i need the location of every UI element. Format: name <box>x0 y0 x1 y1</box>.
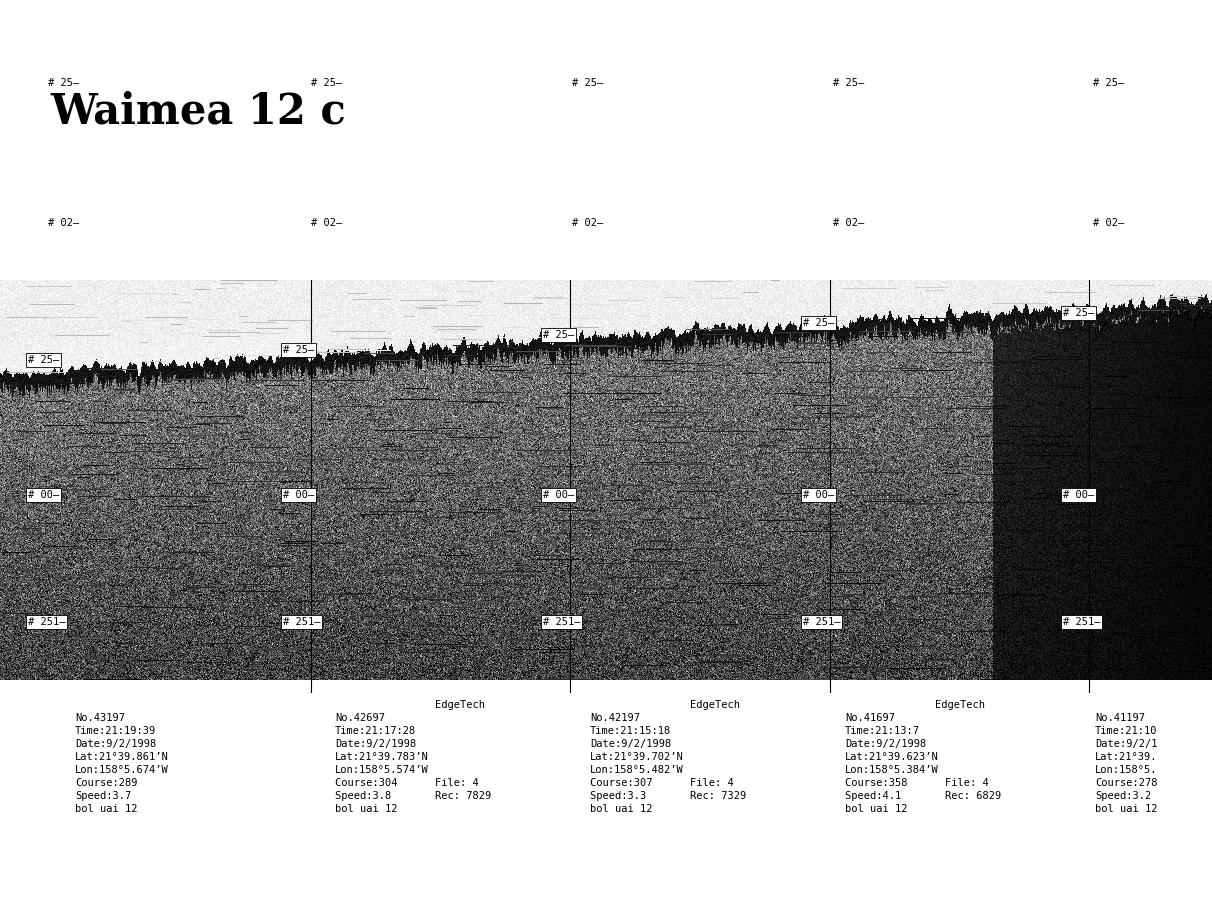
Text: Date:9/2/1: Date:9/2/1 <box>1094 739 1157 749</box>
Text: # 25—: # 25— <box>28 355 59 365</box>
Text: Lon:158°5.482’W: Lon:158°5.482’W <box>590 765 684 775</box>
Text: # 25—: # 25— <box>543 330 574 340</box>
Text: Lat:21°39.623’N: Lat:21°39.623’N <box>845 752 939 762</box>
Text: Time:21:13:7: Time:21:13:7 <box>845 726 920 736</box>
Text: # 00—: # 00— <box>804 490 834 500</box>
Text: # 251—: # 251— <box>282 617 320 627</box>
Text: # 25—: # 25— <box>1093 78 1125 88</box>
Text: # 25—: # 25— <box>833 78 864 88</box>
Text: Speed:3.7: Speed:3.7 <box>75 791 131 801</box>
Text: Lon:158°5.574’W: Lon:158°5.574’W <box>335 765 429 775</box>
Text: Time:21:10: Time:21:10 <box>1094 726 1157 736</box>
Text: # 02—: # 02— <box>833 218 864 228</box>
Text: # 02—: # 02— <box>1093 218 1125 228</box>
Text: # 251—: # 251— <box>543 617 581 627</box>
Text: EdgeTech: EdgeTech <box>435 700 485 710</box>
Text: No.43197: No.43197 <box>75 713 125 723</box>
Text: bol uai 12: bol uai 12 <box>75 804 137 814</box>
Text: Speed:3.3       Rec: 7329: Speed:3.3 Rec: 7329 <box>590 791 747 801</box>
Text: Lat:21°39.783’N: Lat:21°39.783’N <box>335 752 429 762</box>
Text: Date:9/2/1998: Date:9/2/1998 <box>335 739 416 749</box>
Text: Date:9/2/1998: Date:9/2/1998 <box>845 739 926 749</box>
Text: # 251—: # 251— <box>804 617 840 627</box>
Text: # 00—: # 00— <box>28 490 59 500</box>
Text: Speed:3.2: Speed:3.2 <box>1094 791 1151 801</box>
Text: # 02—: # 02— <box>48 218 80 228</box>
Text: Time:21:19:39: Time:21:19:39 <box>75 726 156 736</box>
Text: # 251—: # 251— <box>1063 617 1100 627</box>
Text: bol uai 12: bol uai 12 <box>845 804 908 814</box>
Text: # 00—: # 00— <box>282 490 314 500</box>
Text: # 00—: # 00— <box>543 490 574 500</box>
Text: # 25—: # 25— <box>311 78 343 88</box>
Text: Lat:21°39.702’N: Lat:21°39.702’N <box>590 752 684 762</box>
Text: Date:9/2/1998: Date:9/2/1998 <box>590 739 671 749</box>
Text: # 25—: # 25— <box>282 345 314 355</box>
Text: # 00—: # 00— <box>1063 490 1094 500</box>
Text: No.42697: No.42697 <box>335 713 385 723</box>
Text: Course:278: Course:278 <box>1094 778 1157 788</box>
Text: Date:9/2/1998: Date:9/2/1998 <box>75 739 156 749</box>
Text: # 02—: # 02— <box>572 218 604 228</box>
Text: # 25—: # 25— <box>804 318 834 328</box>
Text: # 25—: # 25— <box>48 78 80 88</box>
Text: No.41697: No.41697 <box>845 713 894 723</box>
Text: Speed:4.1       Rec: 6829: Speed:4.1 Rec: 6829 <box>845 791 1001 801</box>
Text: Waimea 12 c: Waimea 12 c <box>50 90 345 132</box>
Text: No.42197: No.42197 <box>590 713 640 723</box>
Text: Lon:158°5.384’W: Lon:158°5.384’W <box>845 765 939 775</box>
Text: bol uai 12: bol uai 12 <box>1094 804 1157 814</box>
Text: Course:358      File: 4: Course:358 File: 4 <box>845 778 989 788</box>
Text: bol uai 12: bol uai 12 <box>335 804 398 814</box>
Text: # 02—: # 02— <box>311 218 343 228</box>
Text: Lon:158°5.674’W: Lon:158°5.674’W <box>75 765 168 775</box>
Text: Course:289: Course:289 <box>75 778 137 788</box>
Text: Lat:21°39.: Lat:21°39. <box>1094 752 1157 762</box>
Text: EdgeTech: EdgeTech <box>690 700 741 710</box>
Text: # 25—: # 25— <box>1063 308 1094 318</box>
Text: bol uai 12: bol uai 12 <box>590 804 652 814</box>
Text: Time:21:17:28: Time:21:17:28 <box>335 726 416 736</box>
Text: Time:21:15:18: Time:21:15:18 <box>590 726 671 736</box>
Text: No.41197: No.41197 <box>1094 713 1145 723</box>
Text: # 25—: # 25— <box>572 78 604 88</box>
Text: Course:304      File: 4: Course:304 File: 4 <box>335 778 479 788</box>
Text: Course:307      File: 4: Course:307 File: 4 <box>590 778 733 788</box>
Text: Lat:21°39.861’N: Lat:21°39.861’N <box>75 752 168 762</box>
Text: Speed:3.8       Rec: 7829: Speed:3.8 Rec: 7829 <box>335 791 491 801</box>
Text: EdgeTech: EdgeTech <box>934 700 985 710</box>
Text: Lon:158°5.: Lon:158°5. <box>1094 765 1157 775</box>
Text: # 251—: # 251— <box>28 617 65 627</box>
